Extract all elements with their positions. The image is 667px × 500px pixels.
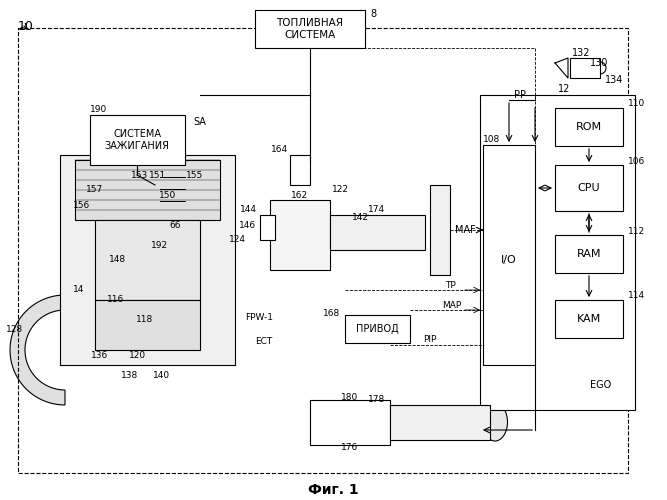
- Text: 146: 146: [239, 220, 257, 230]
- Text: 14: 14: [73, 286, 84, 294]
- FancyBboxPatch shape: [95, 220, 200, 300]
- FancyBboxPatch shape: [90, 115, 185, 165]
- Text: ПРИВОД: ПРИВОД: [356, 324, 398, 334]
- Text: 176: 176: [342, 444, 359, 452]
- Text: 155: 155: [186, 170, 203, 179]
- Text: 12: 12: [558, 84, 570, 94]
- FancyBboxPatch shape: [60, 155, 235, 365]
- Text: 157: 157: [86, 186, 103, 194]
- FancyBboxPatch shape: [310, 400, 390, 445]
- Text: 153: 153: [131, 170, 149, 179]
- Text: 148: 148: [109, 256, 127, 264]
- Text: 122: 122: [331, 186, 348, 194]
- Text: 116: 116: [107, 296, 125, 304]
- Text: FPW-1: FPW-1: [245, 314, 273, 322]
- FancyBboxPatch shape: [480, 95, 635, 410]
- Text: 164: 164: [271, 146, 289, 154]
- Text: 168: 168: [323, 308, 340, 318]
- Text: 140: 140: [153, 370, 171, 380]
- Text: 136: 136: [91, 350, 109, 360]
- Text: 174: 174: [368, 206, 386, 214]
- FancyBboxPatch shape: [345, 315, 410, 343]
- Text: 108: 108: [483, 136, 500, 144]
- Text: MAP: MAP: [442, 300, 462, 310]
- Text: 124: 124: [229, 236, 245, 244]
- FancyBboxPatch shape: [270, 200, 330, 270]
- FancyBboxPatch shape: [75, 160, 220, 220]
- FancyBboxPatch shape: [570, 58, 600, 78]
- Text: Фиг. 1: Фиг. 1: [307, 483, 358, 497]
- Text: СИСТЕМА
ЗАЖИГАНИЯ: СИСТЕМА ЗАЖИГАНИЯ: [105, 129, 169, 151]
- FancyBboxPatch shape: [555, 300, 623, 338]
- Text: ECT: ECT: [255, 338, 272, 346]
- Text: 142: 142: [352, 214, 368, 222]
- Text: PIP: PIP: [424, 336, 437, 344]
- Text: 138: 138: [121, 370, 139, 380]
- Text: 130: 130: [590, 58, 608, 68]
- FancyBboxPatch shape: [330, 215, 425, 250]
- Text: 106: 106: [628, 156, 645, 166]
- FancyBboxPatch shape: [390, 405, 490, 440]
- Text: 190: 190: [90, 106, 107, 114]
- Text: 180: 180: [342, 394, 359, 402]
- Text: 178: 178: [368, 396, 385, 404]
- Text: MAF: MAF: [455, 225, 476, 235]
- Text: 151: 151: [149, 170, 167, 179]
- FancyBboxPatch shape: [555, 165, 623, 211]
- FancyBboxPatch shape: [255, 10, 365, 48]
- FancyBboxPatch shape: [555, 108, 623, 146]
- Text: SA: SA: [193, 117, 206, 127]
- Text: 150: 150: [159, 190, 177, 200]
- Ellipse shape: [482, 403, 508, 441]
- Text: 118: 118: [136, 316, 153, 324]
- Text: I/O: I/O: [501, 255, 517, 265]
- Text: RAM: RAM: [577, 249, 601, 259]
- Text: CPU: CPU: [578, 183, 600, 193]
- Text: 128: 128: [7, 326, 23, 334]
- FancyBboxPatch shape: [290, 155, 310, 185]
- Text: 110: 110: [628, 100, 645, 108]
- Text: ROM: ROM: [576, 122, 602, 132]
- FancyBboxPatch shape: [95, 300, 200, 350]
- Text: 8: 8: [370, 9, 376, 19]
- Text: EGO: EGO: [590, 380, 611, 390]
- Text: TP: TP: [445, 280, 456, 289]
- Text: 156: 156: [73, 200, 91, 209]
- Text: 114: 114: [628, 292, 645, 300]
- FancyBboxPatch shape: [555, 235, 623, 273]
- Text: PP: PP: [514, 90, 526, 100]
- Text: 134: 134: [605, 75, 624, 85]
- Text: 120: 120: [129, 350, 147, 360]
- Text: 10: 10: [18, 20, 34, 33]
- Text: ТОПЛИВНАЯ
СИСТЕМА: ТОПЛИВНАЯ СИСТЕМА: [277, 18, 344, 40]
- Text: KAM: KAM: [577, 314, 601, 324]
- FancyBboxPatch shape: [260, 215, 275, 240]
- FancyBboxPatch shape: [430, 185, 450, 275]
- Text: 144: 144: [239, 206, 257, 214]
- Text: 66: 66: [169, 220, 181, 230]
- Text: 192: 192: [151, 240, 169, 250]
- Text: 132: 132: [572, 48, 590, 58]
- FancyBboxPatch shape: [483, 145, 535, 365]
- Text: 112: 112: [628, 226, 645, 235]
- Polygon shape: [10, 295, 65, 405]
- Text: 162: 162: [291, 190, 309, 200]
